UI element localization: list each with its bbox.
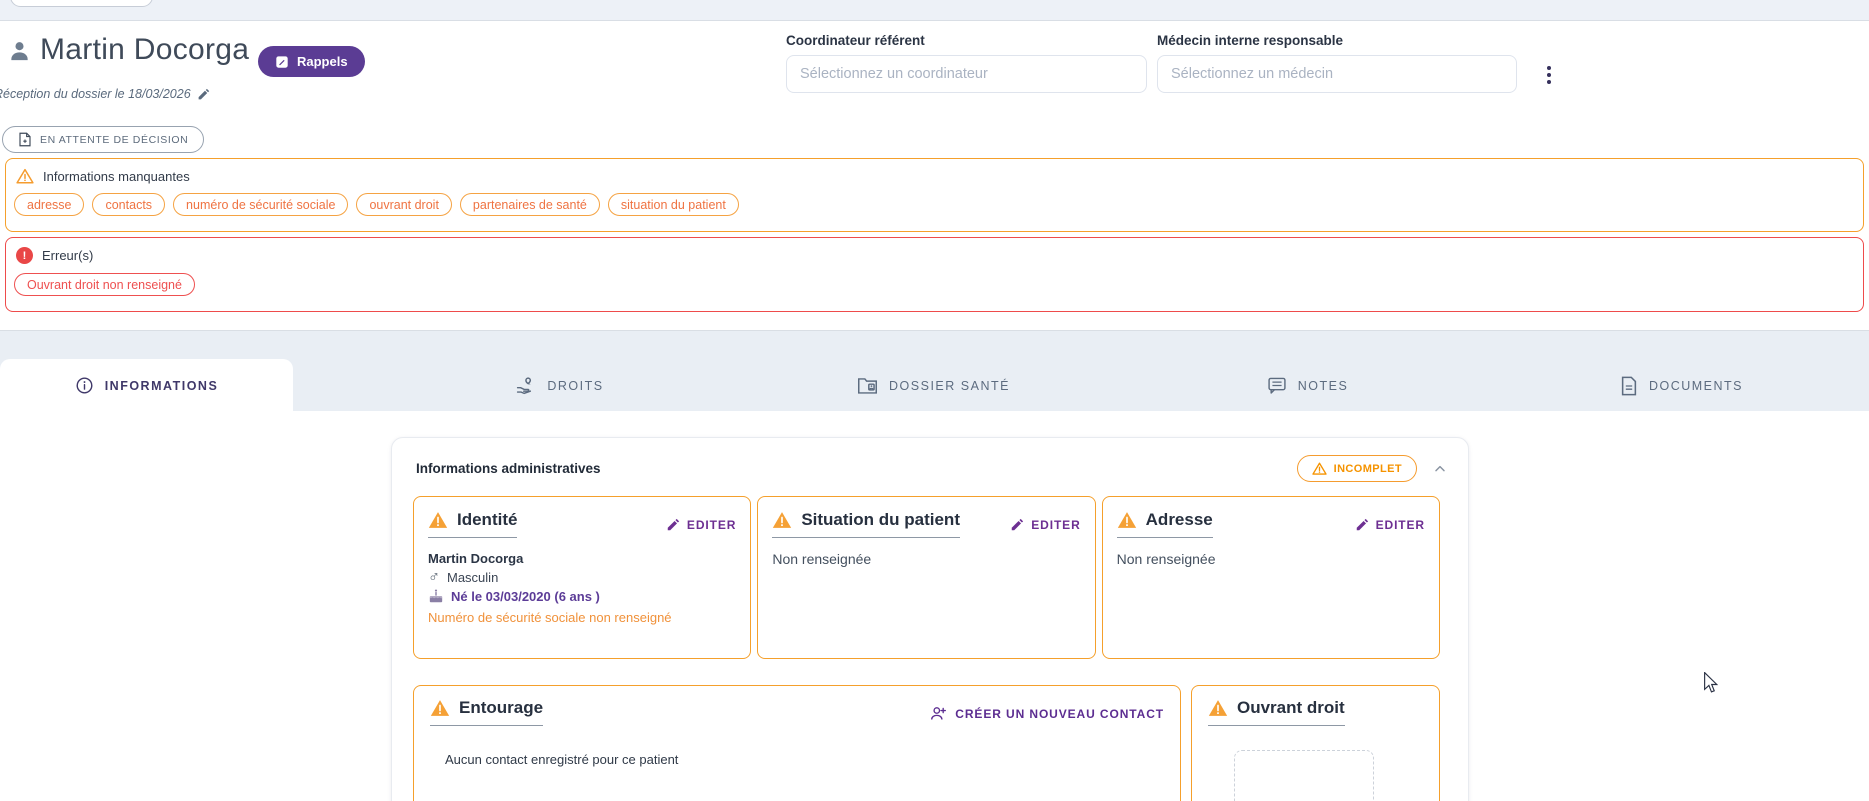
kebab-menu-icon[interactable] (1540, 62, 1558, 88)
admin-info-card: Informations administratives INCOMPLET I… (391, 437, 1469, 801)
situation-card-title: Situation du patient (772, 510, 960, 538)
tab-documents[interactable]: DOCUMENTS (1495, 359, 1868, 412)
ouvrant-droit-card: Ouvrant droit (1191, 685, 1440, 801)
warning-triangle-icon (16, 168, 34, 184)
identity-gender-row: ♂ Masculin (428, 568, 499, 586)
missing-info-alert: Informations manquantes adresse contacts… (5, 158, 1864, 232)
info-icon (75, 376, 94, 395)
identity-card-title: Identité (428, 510, 518, 538)
missing-info-tags: adresse contacts numéro de sécurité soci… (14, 193, 1863, 216)
situation-empty-value: Non renseignée (772, 551, 872, 567)
admin-subcards-row-2: Entourage CRÉER UN NOUVEAU CONTACT Aucun… (413, 685, 1440, 801)
tab-informations[interactable]: INFORMATIONS (0, 359, 293, 412)
situation-edit-button[interactable]: EDITER (1010, 518, 1080, 532)
file-plus-icon (18, 132, 32, 147)
pencil-icon (1355, 518, 1369, 532)
edit-pencil-icon[interactable] (197, 88, 210, 101)
identity-card: Identité EDITER Martin Docorga ♂ Masculi… (413, 496, 752, 659)
address-card-title: Adresse (1116, 510, 1213, 538)
patient-situation-card: Situation du patient EDITER Non renseign… (757, 496, 1096, 659)
entourage-card-title: Entourage (430, 698, 544, 726)
create-contact-button[interactable]: CRÉER UN NOUVEAU CONTACT (930, 706, 1164, 721)
top-cutoff-button[interactable] (10, 0, 153, 7)
coordinator-field: Coordinateur référent (786, 33, 1147, 93)
error-tag: Ouvrant droit non renseigné (14, 273, 195, 296)
missing-tag: situation du patient (607, 193, 739, 216)
doctor-input[interactable] (1157, 55, 1517, 93)
ouvrant-droit-card-title: Ouvrant droit (1208, 698, 1345, 726)
person-icon (8, 39, 31, 62)
identity-ssn-missing: Numéro de sécurité sociale non renseigné (428, 610, 672, 625)
missing-tag: partenaires de santé (459, 193, 600, 216)
reception-date-line: Réception du dossier le 18/03/2026 (0, 87, 210, 101)
identity-name: Martin Docorga (428, 551, 524, 566)
hand-heart-icon (515, 375, 536, 396)
warning-triangle-icon (773, 512, 792, 528)
collapse-chevron-icon[interactable] (1432, 461, 1448, 477)
tab-bar: INFORMATIONS DROITS DOSSIER SANTÉ NOTES … (0, 330, 1869, 412)
missing-tag: ouvrant droit (356, 193, 452, 216)
birthday-cake-icon (428, 589, 444, 604)
tab-droits[interactable]: DROITS (373, 359, 746, 412)
errors-title-row: ! Erreur(s) (16, 247, 1863, 264)
warning-triangle-icon (428, 512, 448, 528)
address-edit-button[interactable]: EDITER (1355, 518, 1425, 532)
doctor-field: Médecin interne responsable (1157, 33, 1517, 93)
doctor-label: Médecin interne responsable (1157, 33, 1344, 48)
admin-card-header: Informations administratives INCOMPLET (392, 438, 1468, 482)
errors-alert: ! Erreur(s) Ouvrant droit non renseigné (5, 237, 1864, 312)
identity-birth-row: Né le 03/03/2020 (6 ans ) (428, 587, 736, 606)
notes-icon (1267, 376, 1287, 395)
clipboard-pencil-icon (275, 55, 289, 69)
tab-dossier-sante[interactable]: DOSSIER SANTÉ (747, 359, 1120, 412)
coordinator-input[interactable] (786, 55, 1147, 93)
errors-tags: Ouvrant droit non renseigné (14, 273, 1863, 296)
patient-name: Martin Docorga (40, 33, 250, 66)
warning-triangle-icon (1117, 512, 1136, 528)
admin-subcards-row: Identité EDITER Martin Docorga ♂ Masculi… (413, 496, 1440, 659)
patient-header: Martin Docorga (8, 33, 249, 67)
error-circle-icon: ! (16, 247, 33, 264)
pencil-icon (666, 518, 680, 532)
coordinator-label: Coordinateur référent (786, 33, 925, 48)
warning-triangle-icon (430, 700, 450, 716)
warning-triangle-icon (1311, 462, 1327, 475)
document-icon (1620, 376, 1638, 396)
admin-card-title: Informations administratives (416, 461, 601, 476)
top-strip (0, 0, 1869, 21)
address-card: Adresse EDITER Non renseignée (1101, 496, 1440, 659)
identity-edit-button[interactable]: EDITER (666, 518, 736, 532)
health-folder-icon (857, 376, 878, 395)
incomplet-badge[interactable]: INCOMPLET (1296, 455, 1417, 482)
entourage-card: Entourage CRÉER UN NOUVEAU CONTACT Aucun… (413, 685, 1181, 801)
pencil-icon (1010, 518, 1024, 532)
mouse-cursor (1702, 672, 1720, 694)
missing-tag: contacts (92, 193, 166, 216)
missing-info-title-row: Informations manquantes (16, 168, 1863, 184)
tab-notes[interactable]: NOTES (1121, 359, 1494, 412)
entourage-empty-value: Aucun contact enregistré pour ce patient (445, 752, 679, 767)
address-empty-value: Non renseignée (1116, 551, 1216, 567)
missing-tag: numéro de sécurité sociale (173, 193, 349, 216)
warning-triangle-icon (1208, 700, 1228, 716)
person-plus-icon (930, 706, 947, 721)
rappels-button[interactable]: Rappels (258, 46, 365, 77)
missing-tag: adresse (14, 193, 85, 216)
male-icon: ♂ (428, 568, 440, 586)
ouvrant-droit-placeholder[interactable] (1234, 750, 1374, 801)
status-badge[interactable]: EN ATTENTE DE DÉCISION (2, 126, 205, 153)
